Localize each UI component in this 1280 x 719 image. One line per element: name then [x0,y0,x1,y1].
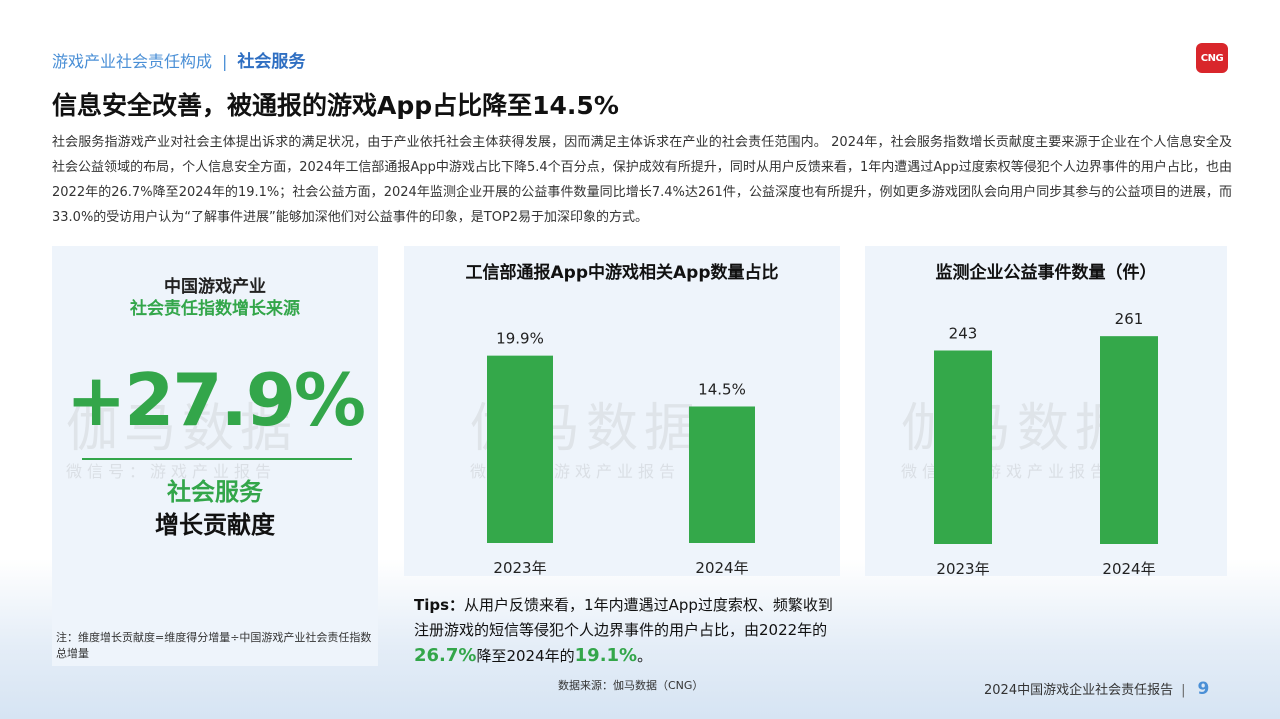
panel-heading-line1: 中国游戏产业 [164,277,266,297]
logo-text: CNG [1200,52,1224,64]
page-title: 信息安全改善，被通报的游戏App占比降至14.5% [52,91,619,120]
footer-separator: | [1181,683,1186,698]
bar-chart-charity-events: 243 2023年 261 2024年 [934,310,1158,576]
category-label: 2024年 [695,559,748,576]
footnote: 注：维度增长贡献度=维度得分增量÷中国游戏产业社会责任指数总增量 [56,631,372,660]
category-label: 2023年 [936,560,989,576]
bar [1100,336,1158,544]
dimension-subtitle: 增长贡献度 [155,511,275,539]
chart-panel-app-share: 工信部通报App中游戏相关App数量占比 伽马数据 微信号：游戏产业报告 19.… [404,246,840,576]
chart-title: 工信部通报App中游戏相关App数量占比 [465,263,779,283]
cng-logo: CNG [1196,43,1228,73]
breadcrumb: 游戏产业社会责任构成 | 社会服务 [52,47,305,72]
tips-highlight: 19.1% [574,645,638,666]
tips-text: 从用户反馈来看，1年内遭遇过App过度索权、频繁收到注册游戏的短信等侵犯个人边界… [414,596,833,639]
chart-panel-charity-events: 监测企业公益事件数量（件） 伽马数据 微信号：游戏产业报告 243 2023年 26… [865,246,1227,576]
panel-heading-line2: 社会责任指数增长来源 [130,299,300,319]
tips-label: Tips： [414,596,465,614]
bar [689,406,755,543]
divider-line [82,458,352,460]
footer: 2024中国游戏企业社会责任报告 | 9 [984,679,1209,699]
data-label: 243 [949,325,978,343]
category-label: 2024年 [1102,560,1155,576]
data-label: 261 [1115,310,1144,328]
data-label: 14.5% [698,380,746,398]
growth-source-panel: 中国游戏产业 社会责任指数增长来源 伽马数据 微信号：游戏产业报告 +27.9%… [52,246,378,666]
growth-percentage: +27.9% [65,358,366,442]
bar [934,350,992,544]
tips-text: 。 [637,647,653,665]
tips-text: 降至2024年的 [476,647,575,665]
data-source: 数据来源：伽马数据（CNG） [558,679,704,692]
tips-box: Tips：从用户反馈来看，1年内遭遇过App过度索权、频繁收到注册游戏的短信等侵… [414,593,844,669]
bar [487,355,553,543]
dimension-name: 社会服务 [167,478,263,506]
intro-paragraph: 社会服务指游戏产业对社会主体提出诉求的满足状况，由于产业依托社会主体获得发展，因… [52,135,1232,225]
bar-chart-app-share: 19.9% 2023年 14.5% 2024年 [487,330,755,576]
chart-title: 监测企业公益事件数量（件） [935,263,1157,283]
data-label: 19.9% [496,330,544,348]
report-title: 2024中国游戏企业社会责任报告 [984,683,1174,698]
breadcrumb-current: 社会服务 [237,52,306,72]
category-label: 2023年 [493,559,546,576]
page-number: 9 [1197,679,1210,699]
tips-highlight: 26.7% [414,645,477,666]
breadcrumb-separator: | [222,52,228,71]
breadcrumb-section[interactable]: 游戏产业社会责任构成 [52,52,213,71]
